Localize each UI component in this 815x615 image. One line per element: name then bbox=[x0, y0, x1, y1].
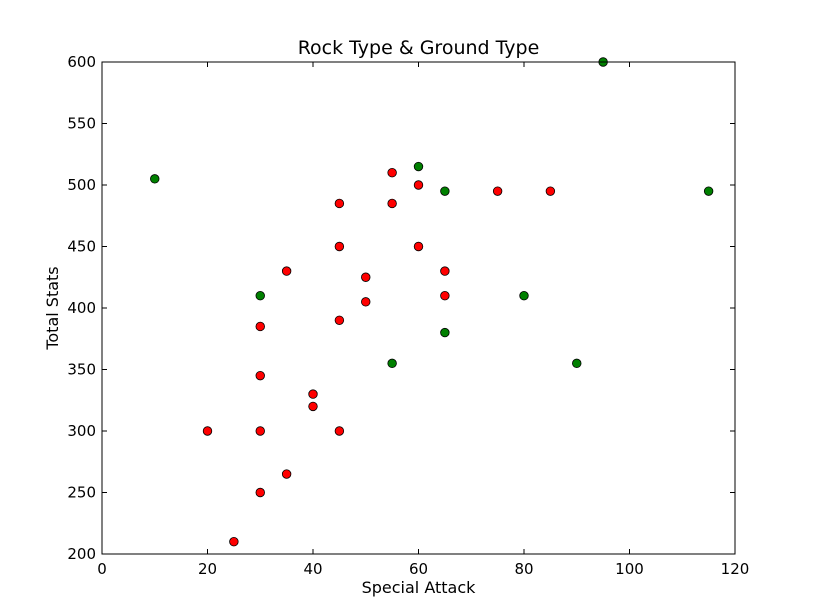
y-tick-label: 550 bbox=[67, 115, 96, 133]
data-point bbox=[361, 297, 371, 307]
x-tick-label: 120 bbox=[721, 560, 750, 578]
x-axis-label: Special Attack bbox=[362, 578, 477, 597]
data-point bbox=[334, 315, 345, 326]
data-point bbox=[281, 469, 292, 479]
data-point bbox=[440, 266, 450, 276]
y-tick-label: 400 bbox=[67, 299, 96, 317]
data-point bbox=[334, 198, 345, 209]
data-point bbox=[413, 161, 424, 172]
data-point bbox=[572, 358, 582, 369]
data-point bbox=[413, 241, 424, 252]
data-point bbox=[519, 291, 529, 301]
data-point bbox=[255, 370, 265, 381]
data-point bbox=[703, 186, 714, 196]
data-point bbox=[334, 241, 345, 252]
data-point bbox=[255, 291, 265, 301]
data-point bbox=[255, 487, 265, 498]
y-axis-label: Total Stats bbox=[43, 266, 62, 350]
data-point bbox=[229, 537, 239, 547]
y-tick-label: 600 bbox=[67, 53, 96, 71]
y-tick-label: 300 bbox=[67, 422, 96, 440]
data-point bbox=[387, 358, 397, 369]
data-point bbox=[334, 426, 345, 436]
y-tick-label: 350 bbox=[67, 361, 96, 379]
x-tick-label: 60 bbox=[409, 560, 428, 578]
y-tick-label: 200 bbox=[67, 545, 96, 563]
data-point bbox=[308, 389, 318, 399]
data-point bbox=[150, 174, 160, 184]
data-point bbox=[387, 167, 397, 178]
data-point bbox=[387, 198, 397, 209]
axis-ticks: 0 20 40 60 80 100 120 200 250 300 350 400 450 500 550 6… bbox=[67, 53, 749, 578]
data-point bbox=[202, 426, 213, 436]
data-point bbox=[492, 186, 503, 196]
data-point bbox=[281, 266, 292, 276]
y-tick-label: 500 bbox=[67, 176, 96, 194]
data-point bbox=[440, 291, 450, 301]
data-point bbox=[413, 180, 424, 190]
data-point bbox=[308, 401, 318, 412]
y-tick-label: 450 bbox=[67, 238, 96, 256]
data-point bbox=[440, 186, 450, 196]
x-tick-label: 80 bbox=[514, 560, 533, 578]
data-point bbox=[255, 426, 265, 436]
data-point bbox=[255, 321, 265, 332]
plot-area-frame bbox=[101, 61, 736, 555]
x-tick-label: 100 bbox=[615, 560, 644, 578]
data-point bbox=[440, 327, 450, 338]
x-tick-label: 20 bbox=[198, 560, 217, 578]
x-tick-label: 40 bbox=[303, 560, 322, 578]
data-point bbox=[361, 272, 371, 282]
x-tick-label: 0 bbox=[97, 560, 107, 578]
chart-title: Rock Type & Ground Type bbox=[298, 37, 540, 59]
y-tick-label: 250 bbox=[67, 484, 96, 502]
data-point bbox=[545, 186, 556, 196]
data-points bbox=[150, 57, 714, 547]
